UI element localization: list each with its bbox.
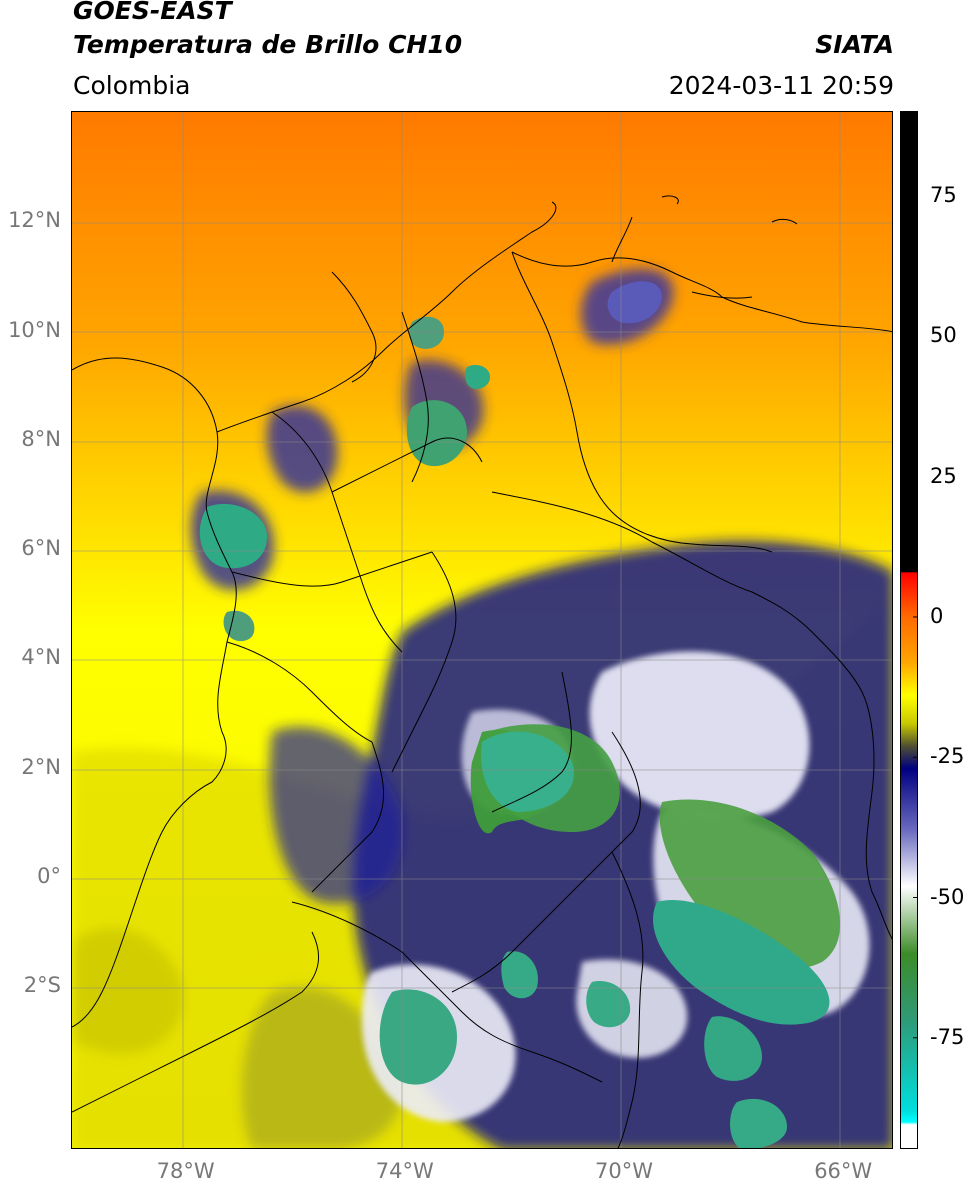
colorbar-tick-label: -75 xyxy=(930,1024,965,1049)
lat-tick-label: 2°S xyxy=(23,973,61,998)
colorbar-gradient xyxy=(901,112,917,1148)
timestamp-label: 2024-03-11 20:59 xyxy=(668,71,894,100)
colorbar-fill xyxy=(901,112,917,1148)
borders xyxy=(72,195,892,1148)
lat-tick-label: 4°N xyxy=(21,645,61,670)
lat-tick-label: 12°N xyxy=(8,208,61,233)
colorbar-tick-label: 0 xyxy=(930,603,944,628)
colorbar-tick-label: -25 xyxy=(930,744,965,769)
lat-tick-label: 6°N xyxy=(21,536,61,561)
region-label: Colombia xyxy=(73,71,191,100)
graticule xyxy=(72,112,892,1148)
lat-tick-label: 2°N xyxy=(21,754,61,779)
cold-cloud-tops xyxy=(199,281,841,1148)
satellite-title: GOES-EAST xyxy=(73,0,232,25)
lon-tick-label: 70°W xyxy=(595,1159,653,1183)
lat-tick-label: 0° xyxy=(37,863,61,888)
colorbar xyxy=(900,111,918,1149)
map-canvas xyxy=(72,112,892,1148)
satellite-map xyxy=(71,111,893,1149)
lat-tick-label: 8°N xyxy=(21,426,61,451)
lon-tick-label: 74°W xyxy=(375,1159,434,1183)
colorbar-tick-label: 75 xyxy=(930,183,957,208)
colorbar-tick-label: 50 xyxy=(930,323,957,348)
lat-tick-label: 10°N xyxy=(8,317,61,342)
colorbar-tick-label: 25 xyxy=(930,463,957,488)
institution-label: SIATA xyxy=(815,30,894,59)
colorbar-tick-label: -50 xyxy=(930,884,965,909)
lon-tick-label: 78°W xyxy=(156,1159,215,1183)
product-title: Temperatura de Brillo CH10 xyxy=(73,30,463,59)
lon-tick-label: 66°W xyxy=(814,1159,873,1183)
